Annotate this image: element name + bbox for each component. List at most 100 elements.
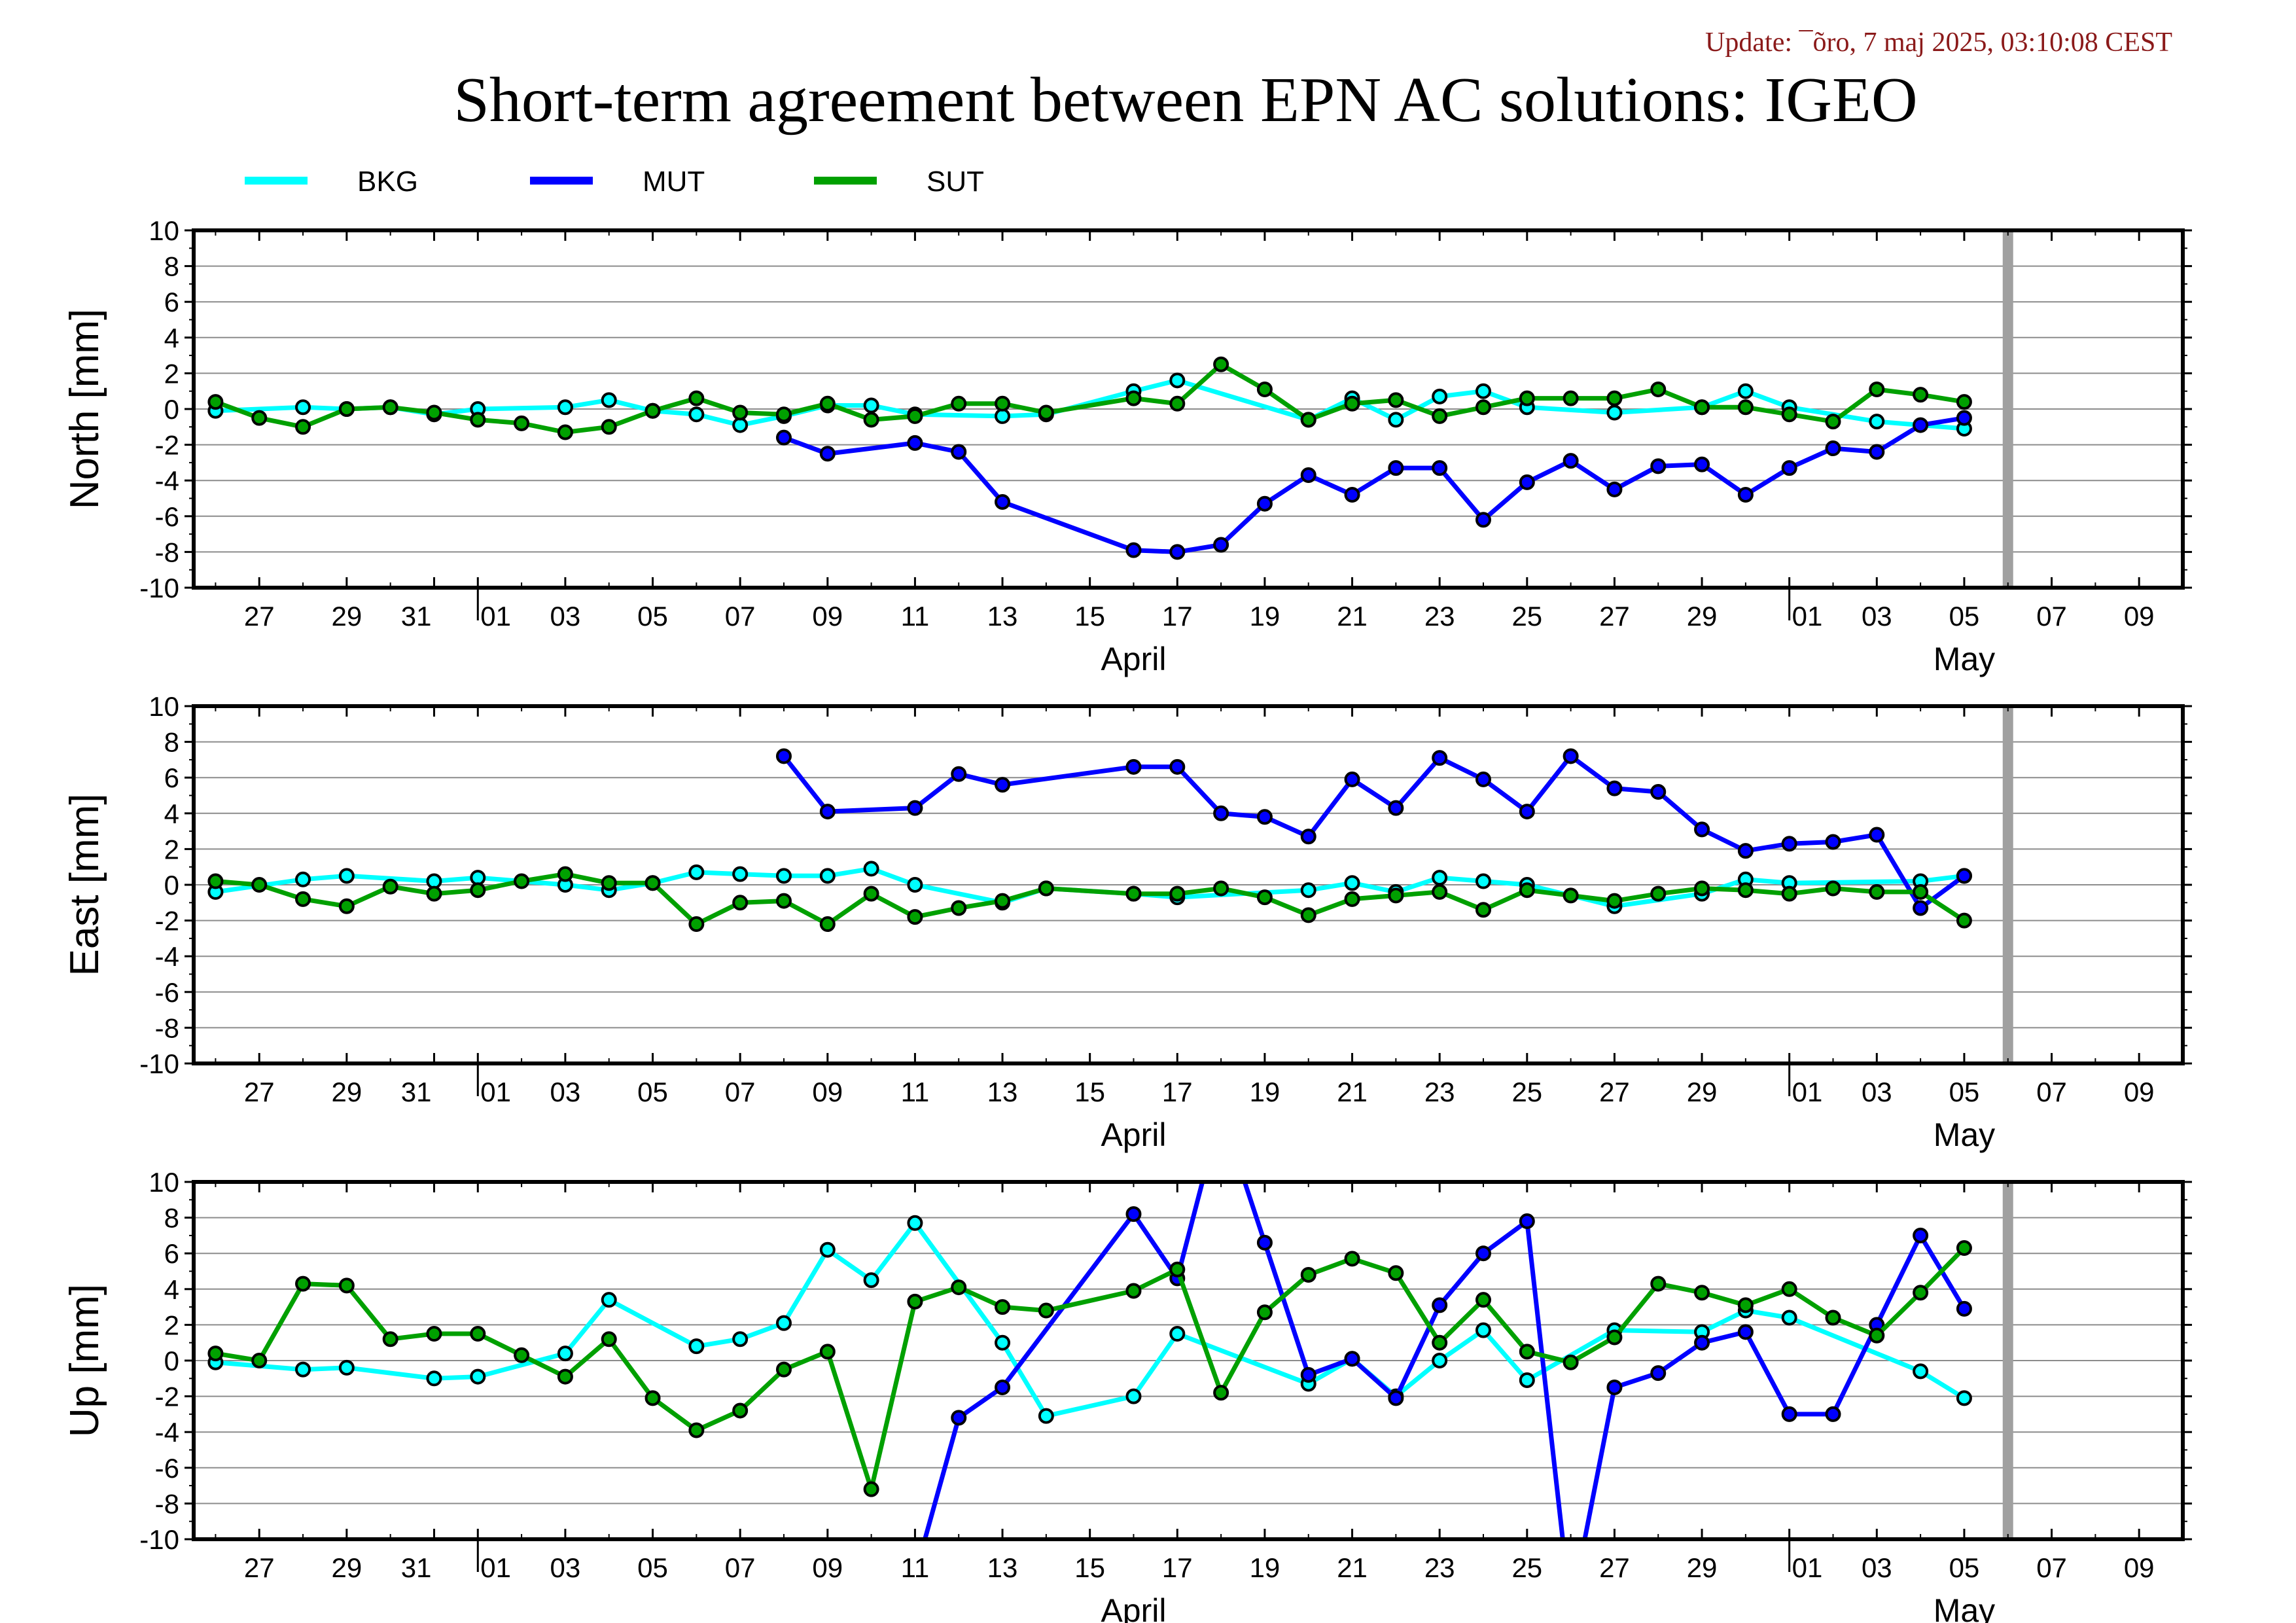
data-point-mut	[1256, 495, 1273, 512]
x-tick-label: 27	[244, 1552, 275, 1583]
x-tick-label: 07	[2036, 1552, 2067, 1583]
data-point-sut	[601, 1331, 617, 1347]
data-point-sut	[1825, 880, 1841, 897]
data-point-mut	[1781, 460, 1797, 476]
data-point-mut	[1344, 487, 1360, 503]
data-point-sut	[863, 412, 879, 428]
y-tick-label: 0	[164, 870, 179, 901]
data-point-sut	[1169, 395, 1186, 412]
data-point-sut	[907, 1293, 923, 1310]
data-point-sut	[1344, 395, 1360, 412]
data-point-sut	[1825, 1310, 1841, 1326]
data-point-sut	[1125, 1283, 1142, 1299]
data-point-sut	[1169, 885, 1186, 902]
x-tick-label: 31	[401, 601, 432, 632]
data-point-sut	[1125, 885, 1142, 902]
data-point-sut	[1475, 399, 1491, 416]
data-point-mut	[1388, 1390, 1404, 1406]
data-point-sut	[1869, 883, 1885, 900]
data-point-bkg	[995, 408, 1011, 424]
series-line-sut	[215, 362, 1965, 435]
data-point-bkg	[1519, 1372, 1535, 1389]
data-point-mut	[995, 1379, 1011, 1395]
x-tick-label: 03	[1862, 1077, 1892, 1107]
data-point-mut	[1344, 771, 1360, 787]
x-tick-label: 03	[550, 1077, 581, 1107]
x-tick-label: 05	[637, 601, 668, 632]
data-point-bkg	[1432, 870, 1448, 886]
y-tick-label: -6	[155, 977, 179, 1008]
data-point-sut	[732, 895, 749, 911]
data-point-sut	[688, 1422, 705, 1438]
panel-up: 10 8 6 4 2 0 -2 -4 -6 -8 -10 27 29 31 01 03 05 07 09 11 13 15…	[62, 1104, 2192, 1623]
data-point-bkg	[995, 1334, 1011, 1351]
legend-label: BKG	[357, 166, 418, 198]
data-point-sut	[775, 893, 792, 909]
y-tick-label: -10	[139, 1048, 179, 1079]
x-tick-label: 31	[401, 1552, 432, 1583]
data-point-sut	[207, 394, 224, 410]
data-point-mut	[1125, 1206, 1142, 1222]
y-tick-label: 2	[164, 834, 179, 865]
data-point-sut	[1781, 885, 1797, 902]
data-point-sut	[1519, 882, 1535, 899]
x-tick-label: 19	[1250, 601, 1280, 632]
y-tick-label: 8	[164, 251, 179, 282]
data-point-sut	[470, 412, 486, 428]
data-point-sut	[1913, 883, 1929, 900]
legend-label: SUT	[927, 166, 984, 198]
data-point-sut	[1650, 885, 1667, 902]
data-point-sut	[1300, 1266, 1316, 1283]
data-point-sut	[1563, 1354, 1579, 1370]
data-point-sut	[1869, 381, 1885, 397]
x-tick-label: 11	[901, 1077, 930, 1107]
legend-item-bkg: BKG	[245, 166, 418, 198]
y-tick-label: -2	[155, 1382, 179, 1412]
data-point-sut	[1956, 912, 1972, 929]
data-point-mut	[1214, 1104, 1227, 1117]
x-tick-label: 21	[1337, 1077, 1368, 1107]
data-point-bkg	[863, 1272, 879, 1289]
data-point-sut	[1650, 1275, 1667, 1292]
data-point-sut	[819, 395, 836, 412]
x-tick-label: 29	[331, 1552, 362, 1583]
data-point-sut	[1606, 390, 1623, 406]
data-point-sut	[1038, 880, 1054, 897]
data-point-sut	[1781, 1281, 1797, 1297]
x-tick-label: 09	[2124, 1077, 2155, 1107]
x-tick-label: 01	[1792, 1552, 1823, 1583]
x-tick-label: 23	[1424, 601, 1455, 632]
x-tick-label: 19	[1250, 1552, 1280, 1583]
data-point-sut	[1213, 356, 1229, 372]
data-point-bkg	[601, 1292, 617, 1308]
x-tick-label: 21	[1337, 601, 1368, 632]
y-tick-label: -6	[155, 501, 179, 532]
data-point-sut	[1606, 1329, 1623, 1346]
x-tick-label: 05	[1949, 601, 1980, 632]
x-tick-label: 15	[1074, 1077, 1105, 1107]
x-tick-label: 25	[1511, 601, 1542, 632]
data-point-mut	[951, 766, 967, 782]
data-point-sut	[251, 877, 268, 893]
data-point-sut	[514, 415, 530, 431]
y-tick-label: 10	[149, 215, 179, 246]
data-point-sut	[1344, 1251, 1360, 1267]
y-tick-label: -10	[139, 573, 179, 603]
data-point-sut	[295, 419, 311, 435]
data-point-sut	[1432, 1334, 1448, 1351]
data-point-sut	[1213, 1385, 1229, 1401]
data-point-bkg	[1169, 1326, 1186, 1342]
x-tick-label: 11	[901, 601, 930, 632]
data-point-mut	[1650, 784, 1667, 800]
data-point-sut	[514, 873, 530, 889]
data-point-bkg	[1781, 1310, 1797, 1326]
data-point-bkg	[907, 1215, 923, 1231]
data-point-mut	[907, 435, 923, 451]
month-label: April	[1101, 641, 1166, 677]
data-point-bkg	[470, 1368, 486, 1385]
data-point-bkg	[1913, 1363, 1929, 1380]
x-tick-label: 27	[244, 1077, 275, 1107]
data-point-mut	[1475, 1245, 1491, 1262]
y-tick-label: -8	[155, 1488, 179, 1519]
